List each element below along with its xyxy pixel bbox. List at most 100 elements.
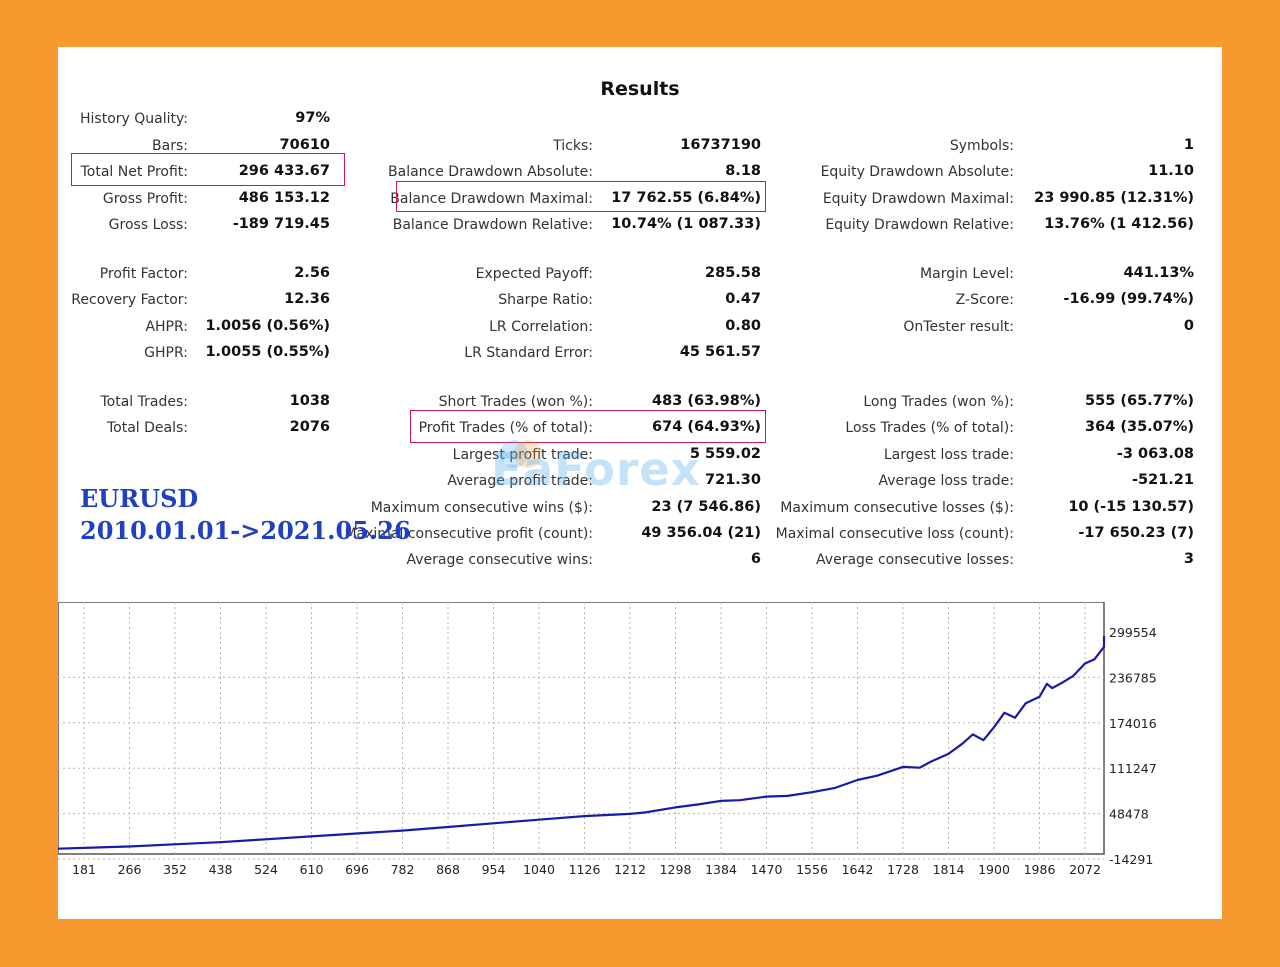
stat-label: Symbols: [949,138,1014,154]
y-tick-label: 299554 [1109,625,1157,640]
x-tick-label: 438 [209,862,233,877]
stat-value: 0.80 [725,318,761,334]
balance-series-line [58,636,1106,850]
stat-label: Total Net Profit: [80,164,188,180]
stat-value: 0 [1183,318,1194,334]
stat-value: 486 153.12 [238,190,330,206]
stat-label: Short Trades (won %): [438,394,593,410]
balance-chart: 299554 236785 174016 111247 48478 -14291 181 2… [58,602,1157,877]
stat-value: 555 (65.77%) [1085,393,1194,409]
x-tick-label: 954 [482,862,506,877]
stat-label: Margin Level: [920,266,1014,282]
stat-label: Maximum consecutive wins ($): [370,500,593,516]
stat-value: 5 559.02 [689,446,761,462]
stat-value: -189 719.45 [232,216,330,232]
stat-label: Average loss trade: [878,473,1014,489]
x-tick-label: 1986 [1024,862,1056,877]
stat-label: Average consecutive wins: [406,552,593,568]
chart-y-axis: 299554 236785 174016 111247 48478 -14291 [1109,625,1157,867]
stat-label: History Quality: [80,111,188,127]
stat-label: Gross Loss: [108,217,188,233]
x-tick-label: 2072 [1069,862,1101,877]
x-tick-label: 1212 [614,862,646,877]
stat-label: Maximal consecutive loss (count): [775,526,1014,542]
stat-value: 45 561.57 [679,344,761,360]
stat-label: GHPR: [144,345,188,361]
stat-value: 364 (35.07%) [1085,419,1194,435]
x-tick-label: 1642 [842,862,874,877]
stat-label: Profit Factor: [99,266,188,282]
stat-value: -521.21 [1132,472,1194,488]
x-tick-label: 782 [391,862,415,877]
stat-label: OnTester result: [903,319,1014,335]
stat-label: Equity Drawdown Absolute: [820,164,1014,180]
x-tick-label: 1556 [796,862,828,877]
symbol-label: EURUSD [80,484,199,513]
stat-value: 285.58 [705,265,761,281]
x-tick-label: 1728 [887,862,919,877]
x-tick-label: 1900 [978,862,1010,877]
chart-x-axis: 181 266 352 438 524 610 696 782 868 954 1040 1126 12… [72,862,1101,877]
stat-value: 483 (63.98%) [652,393,761,409]
stat-value: 16737190 [680,137,761,153]
x-tick-label: 1298 [660,862,692,877]
stat-value: 1.0055 (0.55%) [205,344,330,360]
stat-value: 13.76% (1 412.56) [1044,216,1194,232]
stat-value: 1 [1183,137,1194,153]
x-tick-label: 696 [345,862,369,877]
x-tick-label: 1384 [705,862,737,877]
stat-value: 23 (7 546.86) [651,499,761,515]
x-tick-label: 181 [72,862,96,877]
x-tick-label: 266 [118,862,142,877]
stat-value: 49 356.04 (21) [641,525,761,541]
stat-value: 97% [295,110,330,126]
stat-value: 17 762.55 (6.84%) [611,190,761,206]
x-tick-label: 1814 [933,862,965,877]
stat-label: Recovery Factor: [71,292,188,308]
watermark-logo-icon [500,440,542,468]
stat-label: Largest loss trade: [883,447,1014,463]
watermark-text: EaForex [491,443,701,496]
stat-value: -3 063.08 [1116,446,1194,462]
stat-label: Average consecutive losses: [816,552,1014,568]
stat-value: 0.47 [725,291,761,307]
stat-value: 70610 [279,137,330,153]
stat-value: 10.74% (1 087.33) [611,216,761,232]
stat-value: 674 (64.93%) [652,419,761,435]
stat-label: Largest profit trade: [452,447,593,463]
stat-label: Profit Trades (% of total): [418,420,593,436]
stat-value: 721.30 [705,472,761,488]
stat-label: Equity Drawdown Maximal: [822,191,1014,207]
chart-plot-area [58,602,1105,855]
x-tick-label: 524 [254,862,278,877]
stat-value: 10 (-15 130.57) [1068,499,1194,515]
date-range-label: 2010.01.01->2021.05.26 [80,516,411,545]
stat-value: 23 990.85 (12.31%) [1034,190,1194,206]
stat-label: Equity Drawdown Relative: [825,217,1014,233]
stat-label: Z-Score: [955,292,1014,308]
stat-value: 2076 [289,419,330,435]
stat-label: Balance Drawdown Absolute: [388,164,593,180]
stat-label: Gross Profit: [102,191,188,207]
stat-label: Ticks: [553,138,593,154]
x-tick-label: 868 [436,862,460,877]
chart-grid [58,602,1104,860]
stat-value: -16.99 (99.74%) [1063,291,1194,307]
y-tick-label: 111247 [1109,761,1157,776]
x-tick-label: 1040 [523,862,555,877]
stat-label: Maximal consecutive profit (count): [344,526,593,542]
report-title: Results [600,78,680,100]
highlight-profit-trades [410,410,766,443]
stat-value: 1.0056 (0.56%) [205,318,330,334]
stat-value: 3 [1183,551,1194,567]
stat-label: Average profit trade: [447,473,593,489]
x-tick-label: 352 [163,862,187,877]
stat-label: LR Correlation: [489,319,593,335]
stat-value: 12.36 [284,291,330,307]
stat-label: Bars: [152,138,188,154]
stat-value: 11.10 [1148,163,1194,179]
stat-label: Balance Drawdown Maximal: [390,191,593,207]
stat-label: Total Deals: [106,420,188,436]
stat-value: 296 433.67 [238,163,330,179]
stat-value: 1038 [289,393,330,409]
